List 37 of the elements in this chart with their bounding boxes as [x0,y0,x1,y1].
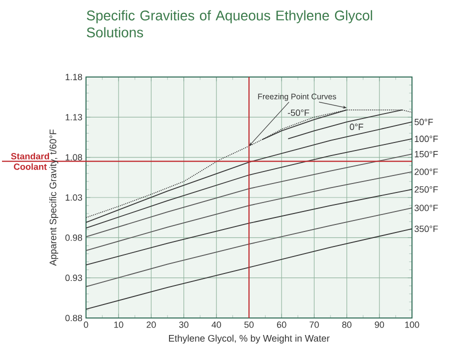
x-tick-label: 80 [342,322,352,328]
series-label: -50°F [288,110,310,116]
x-tick-label: 10 [114,322,124,328]
line-series [86,189,412,266]
line-series [86,138,412,228]
x-tick-label: 70 [310,322,319,328]
ref-line-label: Standard Coolant [11,152,50,170]
series-label: 200°F [414,168,438,175]
x-axis-title: Ethylene Glycol, % by Weight in Water [169,334,330,344]
x-tick-label: 0 [84,322,88,328]
series-label: 50°F [414,118,433,126]
y-tick-label: 0.88 [65,314,82,322]
y-tick-label: 0.93 [65,274,82,282]
x-tick-label: 30 [179,322,188,328]
line-series [86,207,412,288]
x-tick-label: 90 [374,322,384,328]
series-label: 350°F [414,226,438,232]
series-label: 0°F [350,124,364,130]
x-tick-label: 100 [405,322,420,328]
y-tick-label: 1.18 [66,74,82,80]
series-label: 300°F [414,204,438,212]
y-tick-label: 1.08 [66,154,82,161]
y-tick-label: 1.13 [66,114,82,120]
y-axis-title: Apparent Specific Gravity, t/60°F [49,130,58,266]
series-label: 250°F [414,186,438,193]
series-label: 100°F [414,136,438,142]
chart-title: Specific Gravities of Aqueous Ethylene Glycol Solutions [86,10,372,38]
x-tick-label: 60 [277,322,286,328]
x-tick-label: 50 [244,322,254,328]
x-tick-label: 40 [212,322,222,328]
line-series [86,228,412,310]
line-series [86,171,412,251]
series-label: 150°F [414,150,438,158]
x-tick-label: 20 [146,322,156,328]
line-series [86,154,412,238]
y-tick-label: 0.98 [65,234,82,241]
y-tick-label: 1.03 [66,194,82,201]
